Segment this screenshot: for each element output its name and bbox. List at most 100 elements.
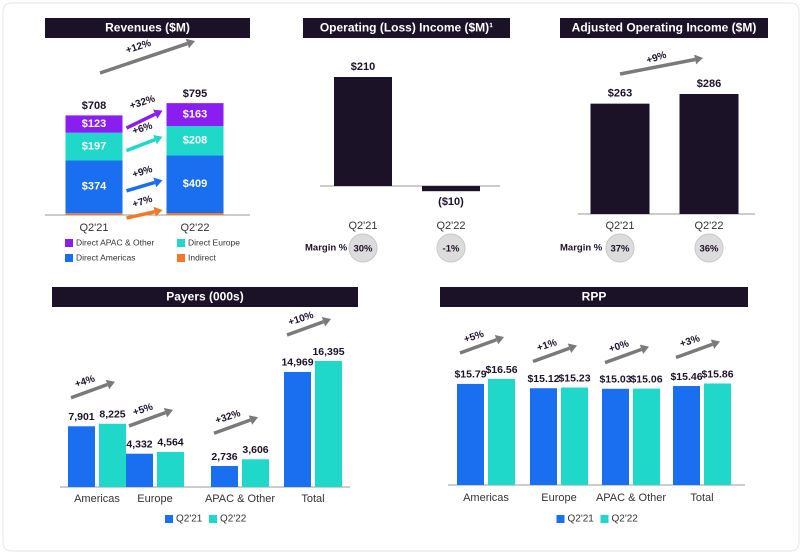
growth-arrow	[128, 411, 167, 428]
margin-value: 36%	[699, 244, 719, 255]
title-bar	[440, 287, 748, 307]
growth-arrow	[99, 41, 188, 75]
x-tick-label: Europe	[541, 492, 576, 504]
legend-swatch	[600, 515, 609, 523]
value-label: 3,606	[242, 444, 268, 456]
title-bar	[52, 287, 358, 307]
growth-arrow	[675, 342, 714, 360]
bar	[284, 371, 311, 487]
margin-label: Margin %	[305, 243, 348, 254]
bar	[334, 77, 392, 186]
x-tick-label: Q2'21	[605, 220, 634, 232]
value-label: 4,332	[126, 438, 152, 450]
x-tick-label: Europe	[137, 493, 172, 505]
value-label: $197	[82, 141, 106, 153]
growth-arrowhead	[153, 206, 163, 217]
bar-segment	[166, 103, 224, 127]
legend-swatch	[177, 239, 185, 247]
legend-label: Indirect	[188, 252, 217, 262]
value-label: $15.06	[630, 373, 662, 385]
bar	[315, 361, 342, 487]
growth-arrowhead	[248, 415, 258, 425]
x-tick-label: Q2'21	[79, 222, 108, 234]
bar	[157, 451, 184, 487]
growth-arrowhead	[494, 335, 504, 345]
title-bar	[560, 18, 768, 38]
legend-label: Q2'21	[568, 514, 595, 525]
value-label: $210	[351, 61, 375, 73]
title-bar	[303, 18, 510, 38]
value-label: $15.79	[454, 369, 486, 381]
growth-arrow	[213, 418, 252, 435]
x-tick-label: APAC & Other	[596, 492, 666, 504]
value-label: $15.23	[558, 372, 590, 384]
value-label: $208	[183, 135, 207, 147]
value-label: $286	[697, 78, 721, 90]
chart-title: Revenues ($M)	[105, 21, 190, 35]
x-tick-label: Q2'22	[180, 222, 209, 234]
margin-value: 30%	[353, 244, 373, 255]
bar	[673, 386, 700, 485]
growth-arrowhead	[710, 339, 720, 349]
growth-arrow	[619, 57, 696, 76]
value-label: $123	[82, 118, 106, 130]
x-tick-label: Total	[301, 493, 324, 505]
margin-label: Margin %	[560, 243, 603, 254]
margin-value: 37%	[610, 244, 630, 255]
x-tick-label: Total	[690, 492, 713, 504]
bar	[488, 379, 515, 485]
value-label: $16.56	[485, 364, 517, 376]
total-label: $708	[82, 100, 106, 112]
growth-arrow	[70, 382, 109, 400]
bar-segment	[65, 160, 123, 214]
value-label: $15.86	[701, 368, 733, 380]
growth-arrow	[125, 137, 156, 153]
bar-segment	[166, 213, 224, 215]
legend-swatch	[177, 254, 185, 262]
growth-arrowhead	[694, 54, 703, 65]
bar	[457, 383, 484, 485]
chart-title: Payers (000s)	[166, 290, 243, 304]
legend-label: Direct Europe	[188, 237, 240, 247]
margin-badge	[436, 233, 466, 263]
value-label: 2,736	[211, 451, 237, 463]
legend-swatch	[65, 254, 73, 262]
growth-arrow	[532, 346, 571, 364]
margin-badge	[605, 233, 635, 263]
value-label: 14,969	[281, 357, 313, 369]
growth-arrowhead	[163, 407, 173, 418]
growth-arrowhead	[153, 177, 163, 188]
value-label: $15.46	[670, 371, 702, 383]
chart-title: RPP	[582, 290, 607, 304]
x-tick-label: Q2'22	[694, 220, 723, 232]
value-label: 7,901	[68, 411, 94, 423]
bar-segment	[166, 126, 224, 156]
bar-segment	[166, 155, 224, 214]
legend-swatch	[65, 239, 73, 247]
legend-label: Direct APAC & Other	[76, 237, 154, 247]
bar	[99, 423, 126, 487]
growth-arrowhead	[153, 109, 163, 119]
title-bar	[45, 18, 250, 38]
margin-badge	[348, 233, 378, 263]
growth-arrowhead	[185, 38, 195, 49]
growth-arrow	[459, 338, 498, 355]
x-tick-label: Q2'21	[348, 220, 377, 232]
value-label: ($10)	[438, 196, 464, 208]
total-label: $795	[183, 88, 207, 100]
bar	[679, 94, 739, 214]
chart-title: Operating (Loss) Income ($M)¹	[320, 21, 493, 35]
legend-swatch	[556, 515, 565, 523]
bar-segment	[65, 213, 123, 215]
value-label: $263	[608, 88, 632, 100]
legend-swatch	[209, 515, 217, 523]
legend-swatch	[165, 515, 173, 523]
bar	[242, 459, 269, 487]
value-label: 8,225	[99, 409, 125, 421]
value-label: $163	[183, 109, 207, 121]
growth-arrow	[126, 180, 156, 193]
bar	[530, 388, 557, 485]
growth-arrowhead	[105, 379, 115, 390]
